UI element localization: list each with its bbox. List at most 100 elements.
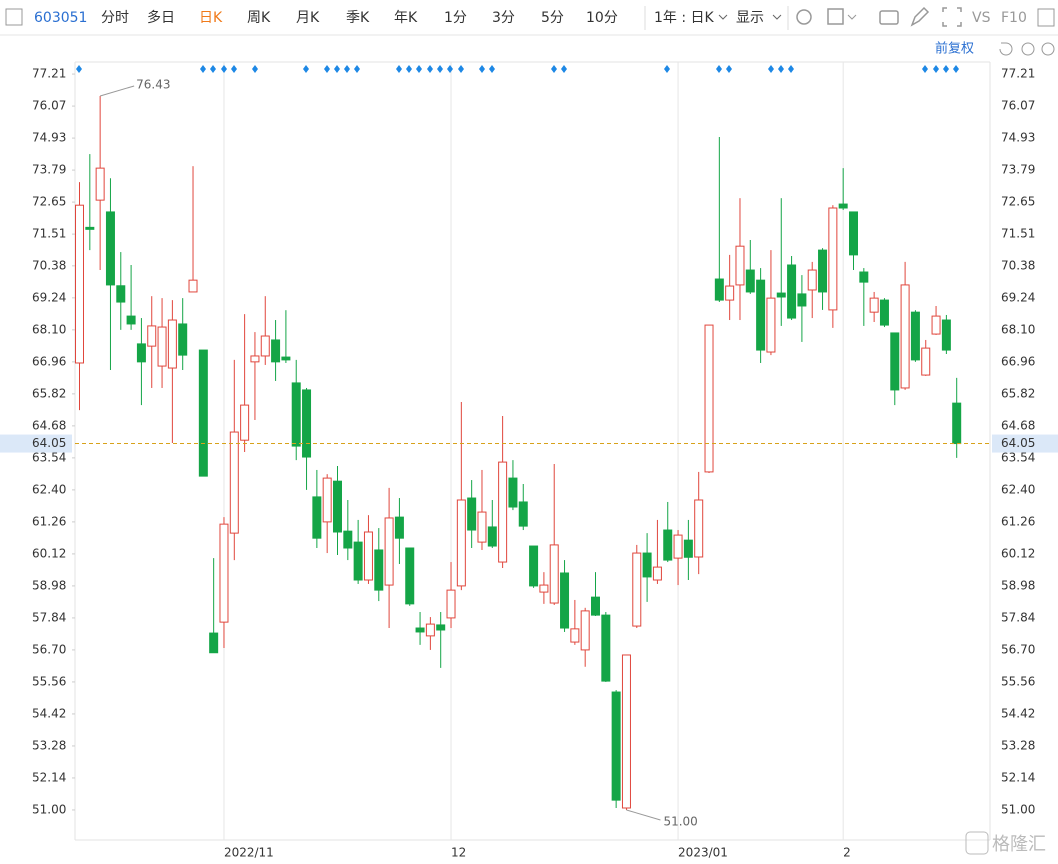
candle-body [580,610,590,651]
tab[interactable]: 3分 [492,10,515,26]
candle-body [343,530,353,549]
y2-tick-label: 64.68 [1001,418,1035,432]
event-marker[interactable] [252,65,258,73]
tab[interactable]: 5分 [541,10,564,26]
undo-icon[interactable] [999,42,1013,56]
candle-body [374,549,384,591]
event-marker[interactable] [778,65,784,73]
f10-button[interactable]: F10 [1001,10,1027,26]
candle-body [591,596,600,616]
event-marker[interactable] [458,65,464,73]
y2-tick-label: 69.24 [1001,290,1035,304]
event-marker[interactable] [768,65,774,73]
event-marker[interactable] [933,65,939,73]
event-marker[interactable] [354,65,360,73]
candle-body [136,343,146,363]
event-marker[interactable] [943,65,949,73]
candle-body [539,584,549,593]
camera-icon[interactable] [879,10,899,25]
tab[interactable]: 周K [247,10,271,26]
shape-icon[interactable] [827,8,844,25]
y-tick-label: 68.10 [32,322,66,336]
zoom-in-icon[interactable] [1041,42,1055,56]
event-marker[interactable] [922,65,928,73]
event-marker[interactable] [953,65,959,73]
tab[interactable]: 日K [199,10,223,26]
panel-icon[interactable] [1037,8,1055,27]
zoom-out-icon[interactable] [1021,42,1035,56]
candle-body [621,654,631,809]
candle-body [260,335,270,357]
y-tick-label: 60.12 [32,546,66,560]
y2-tick-label: 74.93 [1001,131,1035,145]
event-marker[interactable] [664,65,670,73]
candle-body [415,627,425,633]
tab[interactable]: 多日 [147,9,175,26]
event-marker[interactable] [726,65,732,73]
event-marker[interactable] [221,65,227,73]
tab[interactable]: 年K [394,10,418,26]
y-tick-label: 65.82 [32,386,66,400]
adjust-select[interactable]: 前复权 [935,41,974,57]
y-tick-label: 51.00 [32,802,66,816]
settings-icon[interactable] [796,9,812,25]
tab[interactable]: 月K [296,10,320,26]
event-marker[interactable] [489,65,495,73]
period-select[interactable]: 1年 : 日K [654,10,715,26]
event-marker[interactable] [303,65,309,73]
event-marker[interactable] [447,65,453,73]
tab[interactable]: 分时 [101,10,129,26]
candle-body [632,552,642,627]
event-marker[interactable] [716,65,722,73]
y2-tick-label: 51.00 [1001,802,1035,816]
event-marker[interactable] [334,65,340,73]
candle-body [879,299,889,326]
fullscreen-icon[interactable] [942,7,962,27]
event-marker[interactable] [437,65,443,73]
event-marker[interactable] [76,65,82,73]
candle-body [271,339,281,363]
last-price-box [992,434,1058,453]
menu-icon[interactable] [5,8,23,26]
y-tick-label: 52.14 [32,770,66,784]
candle-body [941,319,951,351]
candle-body [167,319,177,369]
event-marker[interactable] [479,65,485,73]
y-tick-label: 77.21 [32,67,66,81]
candle-body [683,539,693,558]
y2-tick-label: 52.14 [1001,770,1035,784]
tab[interactable]: 季K [346,10,370,26]
display-select[interactable]: 显示 [736,10,764,26]
event-marker[interactable] [551,65,557,73]
event-marker[interactable] [200,65,206,73]
event-marker[interactable] [344,65,350,73]
event-marker[interactable] [416,65,422,73]
candle-body [725,285,735,301]
candle-body [549,544,559,604]
candle-body [508,477,518,508]
candle-body [116,285,126,303]
event-marker[interactable] [324,65,330,73]
event-marker[interactable] [561,65,567,73]
pen-icon[interactable] [910,6,930,27]
event-marker[interactable] [231,65,237,73]
tab[interactable]: 1分 [444,10,467,26]
event-marker[interactable] [788,65,794,73]
dropdown-arrow [772,14,782,20]
stock-code[interactable]: 603051 [34,10,87,26]
y2-tick-label: 63.54 [1001,450,1035,464]
vs-button[interactable]: VS [972,10,991,26]
event-marker[interactable] [427,65,433,73]
y-tick-label: 72.65 [32,195,66,209]
dropdown-arrow [718,14,728,20]
event-marker[interactable] [406,65,412,73]
tab[interactable]: 10分 [586,10,618,26]
candle-body [714,278,724,301]
candle-body [766,297,776,353]
y2-tick-label: 73.79 [1001,163,1035,177]
candle-body [477,511,487,543]
candle-body [570,628,580,643]
event-marker[interactable] [396,65,402,73]
event-marker[interactable] [210,65,216,73]
